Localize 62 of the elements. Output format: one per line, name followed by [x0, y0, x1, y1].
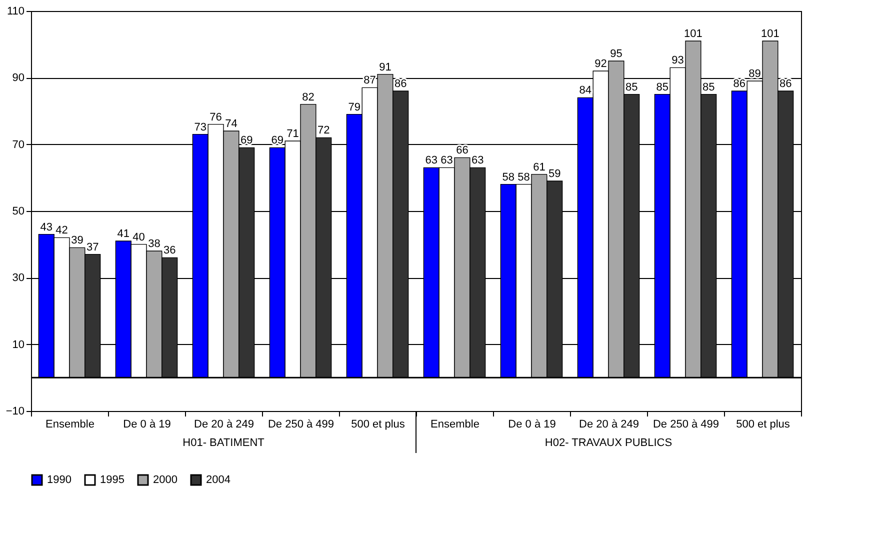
- data-label: 86: [779, 78, 792, 90]
- data-label: 63: [440, 154, 453, 167]
- data-label: 91: [379, 61, 392, 74]
- x-tick-label: 500 et plus: [351, 418, 406, 430]
- x-tick-label: Ensemble: [430, 418, 480, 430]
- legend-label: 1995: [100, 474, 124, 486]
- data-label: 84: [579, 84, 592, 97]
- data-label: 92: [594, 58, 607, 70]
- data-label: 101: [761, 28, 780, 40]
- y-tick-label: 110: [6, 6, 24, 18]
- data-label: 85: [702, 81, 715, 94]
- data-label: 79: [348, 101, 361, 114]
- data-label: 63: [425, 154, 438, 167]
- text: H01- BATIMENT: [182, 437, 265, 449]
- data-label: 69: [240, 134, 253, 147]
- y-tick-label: −10: [6, 406, 24, 418]
- data-label: 42: [56, 224, 68, 237]
- data-label: 58: [518, 171, 530, 184]
- data-label: 66: [456, 144, 468, 157]
- legend-label: 1990: [47, 474, 72, 486]
- x-tick-label: De 20 à 249: [579, 418, 639, 430]
- data-label: 40: [132, 231, 145, 244]
- data-label: 43: [40, 221, 53, 234]
- data-label: 74: [225, 118, 238, 130]
- data-label: 58: [502, 171, 515, 184]
- data-label: 82: [302, 91, 314, 104]
- data-label: 72: [317, 124, 330, 137]
- x-tick-label: De 0 à 19: [123, 418, 171, 430]
- text: H02- TRAVAUX PUBLICS: [544, 437, 672, 449]
- data-label: 73: [194, 121, 207, 134]
- data-label: 61: [533, 161, 546, 174]
- data-label: 36: [163, 244, 176, 257]
- data-label: 39: [71, 234, 84, 247]
- y-tick-label: 90: [12, 72, 24, 84]
- data-label: 95: [610, 48, 622, 60]
- x-tick-label: De 250 à 499: [268, 418, 334, 430]
- data-label: 69: [271, 134, 284, 147]
- y-tick-label: 10: [12, 338, 24, 351]
- data-label: 85: [625, 81, 638, 94]
- data-label: 93: [672, 54, 684, 67]
- data-label: 41: [117, 228, 130, 240]
- y-tick-label: 70: [12, 138, 24, 151]
- x-tick-label: Ensemble: [46, 418, 94, 430]
- legend-label: 2000: [153, 474, 178, 486]
- data-label: 71: [286, 128, 299, 140]
- data-label: 63: [471, 154, 484, 167]
- legend-label: 2004: [206, 474, 230, 486]
- data-label: 85: [656, 81, 669, 94]
- data-label: 86: [394, 78, 407, 90]
- data-label: 59: [548, 168, 561, 180]
- data-label: 38: [148, 238, 160, 250]
- x-tick-label: De 20 à 249: [194, 418, 254, 430]
- x-tick-label: 500 et plus: [736, 418, 790, 430]
- data-label: 101: [684, 28, 702, 40]
- x-tick-label: De 250 à 499: [652, 418, 720, 430]
- y-tick-label: 50: [12, 206, 24, 218]
- x-tick-label: De 0 à 19: [508, 418, 556, 430]
- y-tick-label: 30: [12, 272, 24, 284]
- data-label: 86: [733, 78, 746, 90]
- data-label: 89: [748, 68, 761, 80]
- data-label: 37: [86, 241, 99, 254]
- data-label: 76: [210, 111, 222, 124]
